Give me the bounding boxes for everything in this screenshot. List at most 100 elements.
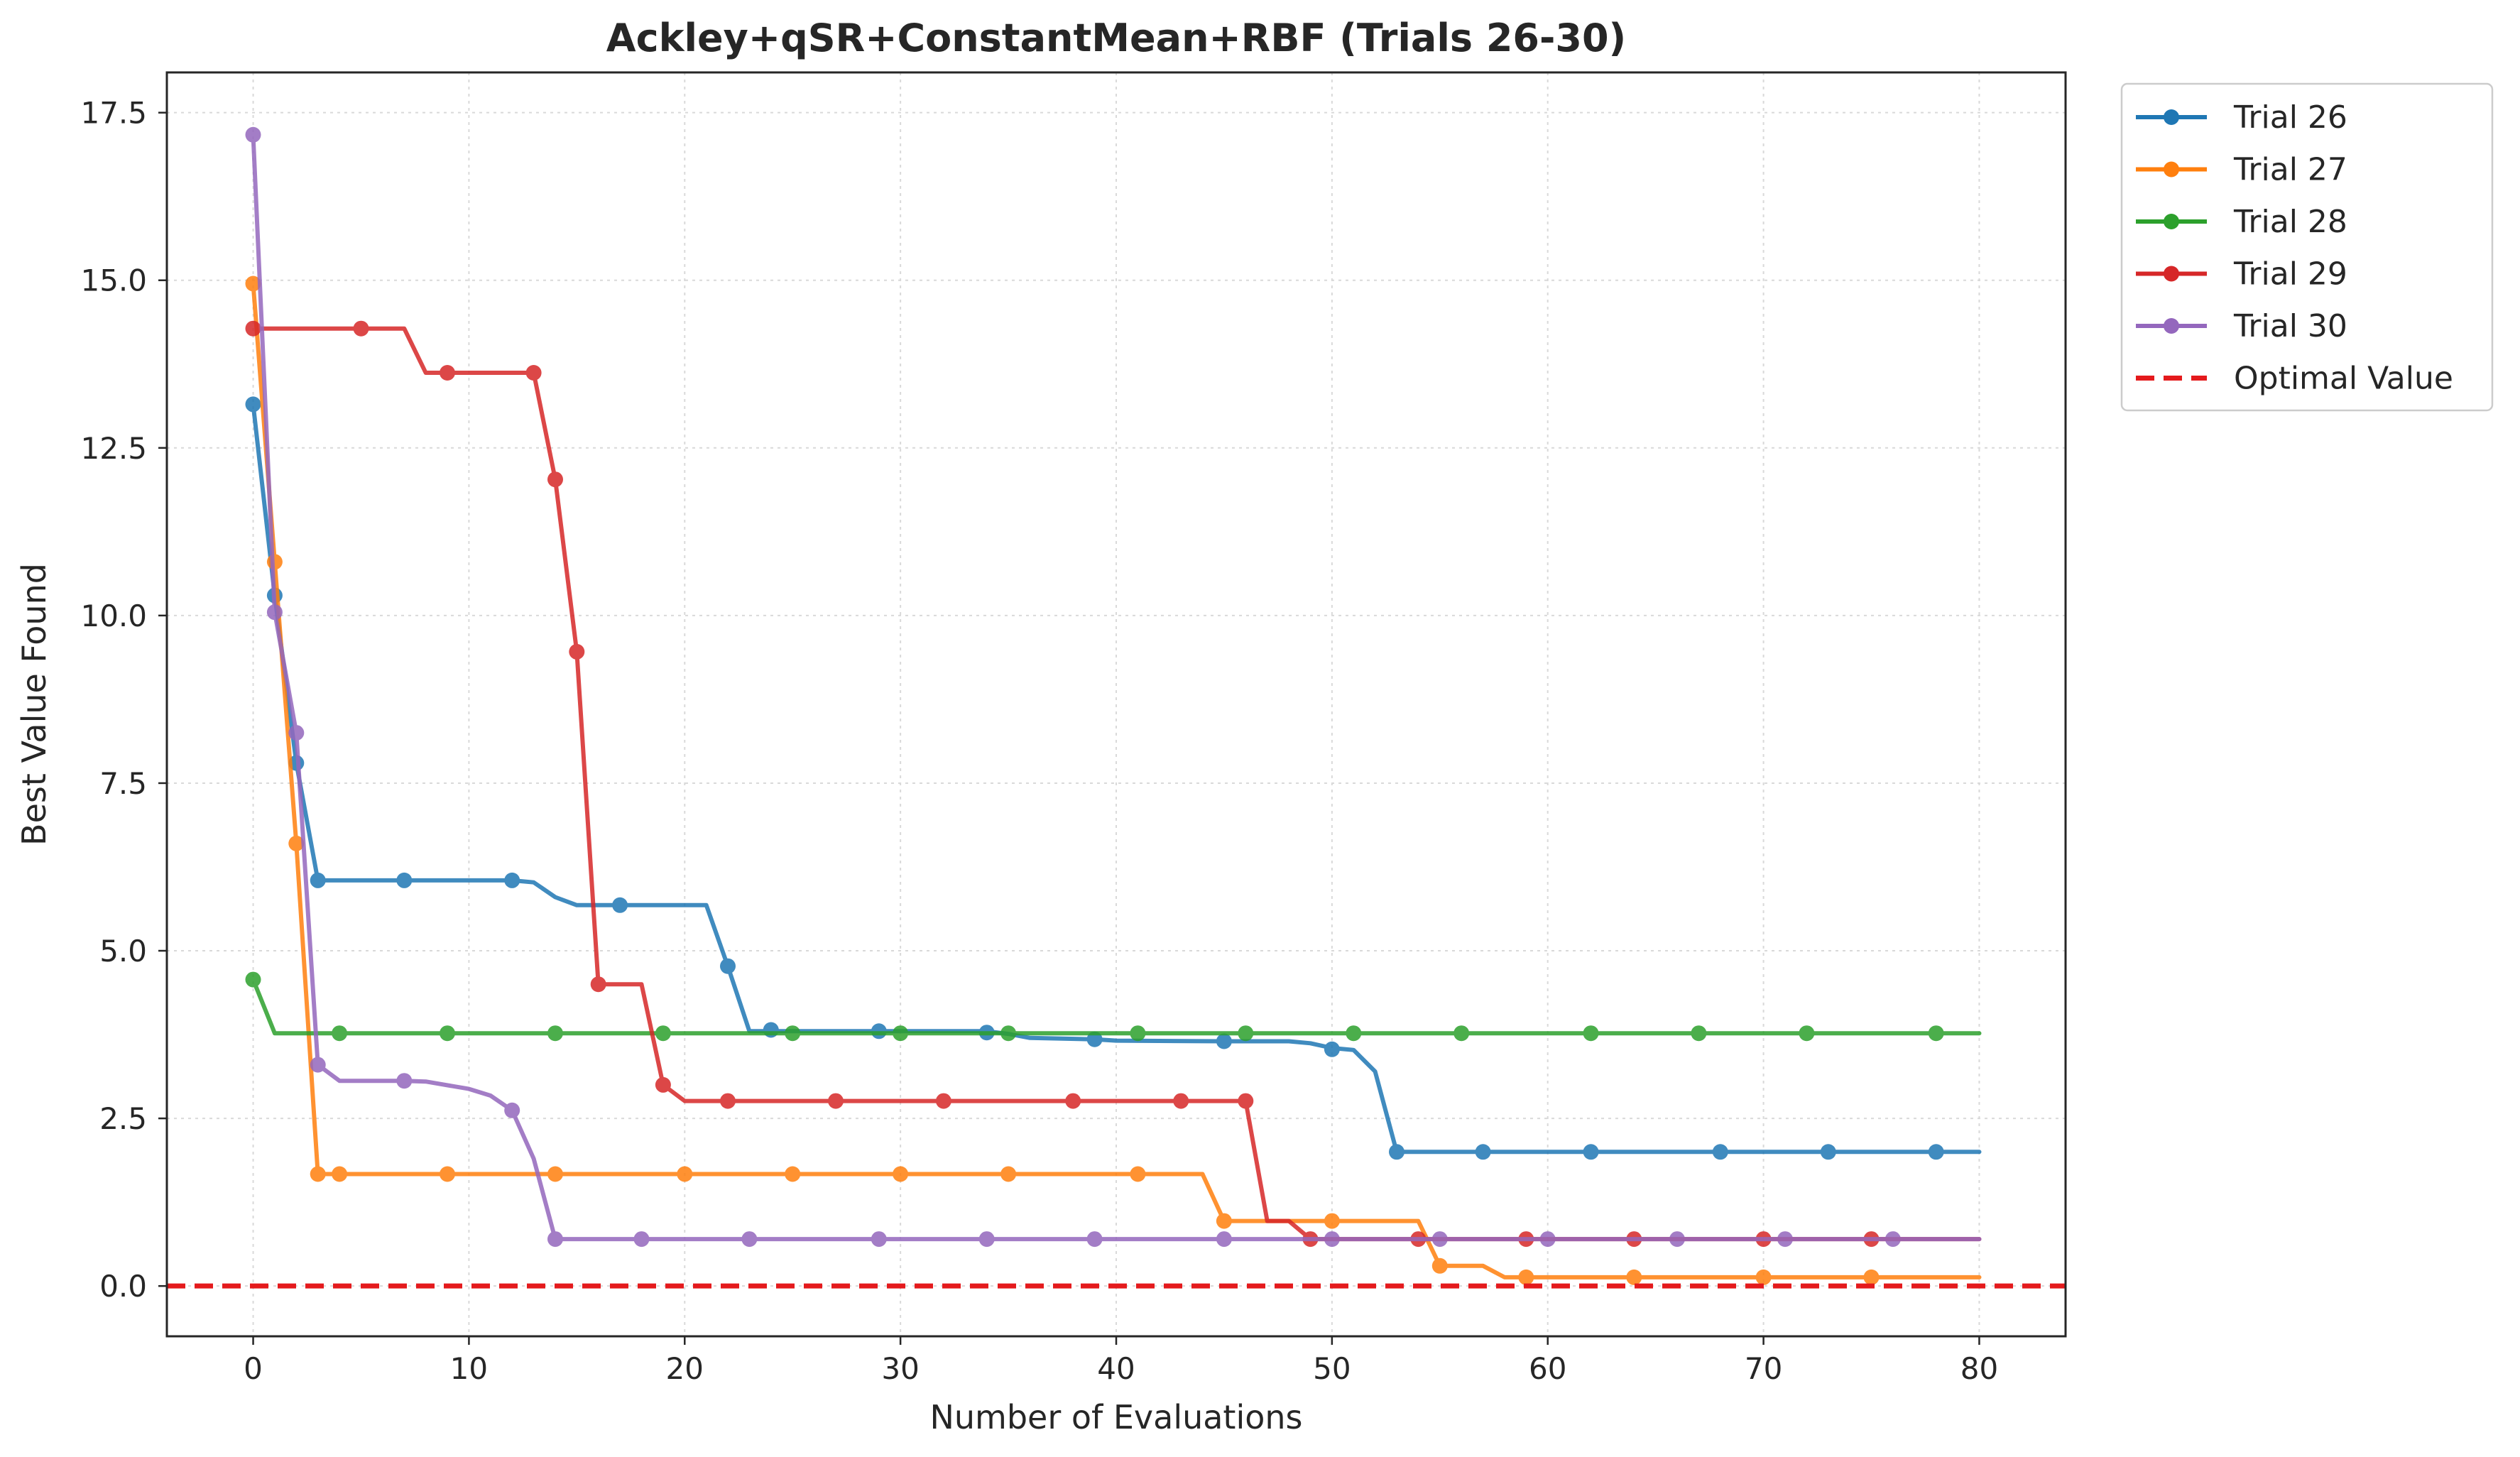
data-point xyxy=(525,365,542,381)
x-tick-label: 50 xyxy=(1313,1351,1351,1386)
axis-ticks: 0 10 20 30 40 50 60 70 80 0.0 2.5 5.0 7.5 10.0 12.5 15.… xyxy=(80,96,1998,1386)
y-tick-label: 12.5 xyxy=(80,431,147,466)
data-point xyxy=(871,1231,887,1248)
legend-label: Trial 30 xyxy=(2233,308,2347,344)
data-point xyxy=(245,396,261,413)
data-point xyxy=(1453,1025,1470,1042)
chart-title: Ackley+qSR+ConstantMean+RBF (Trials 26-3… xyxy=(606,16,1626,60)
data-point xyxy=(332,1166,348,1182)
legend-label: Optimal Value xyxy=(2234,361,2453,397)
y-tick-label: 17.5 xyxy=(80,96,147,131)
data-point xyxy=(353,320,369,337)
data-point xyxy=(310,1166,326,1182)
x-tick-label: 20 xyxy=(666,1351,704,1386)
data-point xyxy=(1475,1144,1491,1160)
y-tick-label: 7.5 xyxy=(99,766,147,801)
data-point xyxy=(1431,1257,1448,1274)
data-point xyxy=(1065,1093,1081,1109)
data-point xyxy=(1669,1231,1685,1248)
y-tick-label: 2.5 xyxy=(99,1101,147,1136)
data-point xyxy=(1216,1231,1232,1248)
data-point xyxy=(1324,1213,1340,1229)
data-point xyxy=(1431,1231,1448,1248)
series-line xyxy=(251,977,1982,1036)
data-point xyxy=(655,1025,671,1042)
data-point xyxy=(1389,1144,1404,1160)
legend-item: Trial 30 xyxy=(2136,308,2347,344)
data-point xyxy=(1086,1231,1103,1248)
legend-marker xyxy=(2164,214,2179,229)
series-lines xyxy=(245,126,1982,1285)
y-tick-label: 5.0 xyxy=(99,934,147,968)
data-point xyxy=(612,897,628,913)
data-point xyxy=(1539,1231,1556,1248)
data-point xyxy=(1216,1213,1232,1229)
legend-label: Trial 26 xyxy=(2233,99,2347,136)
data-point xyxy=(1346,1025,1362,1042)
data-point xyxy=(569,643,585,660)
data-point xyxy=(633,1231,650,1248)
data-point xyxy=(504,1102,520,1118)
legend-marker xyxy=(2164,161,2179,178)
data-point xyxy=(547,1166,563,1182)
data-point xyxy=(1583,1144,1599,1160)
data-point xyxy=(245,126,261,143)
legend-marker xyxy=(2164,318,2179,334)
data-point xyxy=(893,1166,909,1182)
data-point xyxy=(1777,1231,1793,1248)
data-point xyxy=(440,1025,455,1042)
data-point xyxy=(1691,1025,1707,1042)
data-point xyxy=(1000,1025,1017,1042)
data-point xyxy=(547,1231,563,1248)
data-point xyxy=(1130,1025,1146,1042)
data-point xyxy=(310,872,326,888)
y-tick-label: 15.0 xyxy=(80,263,147,298)
data-point xyxy=(288,835,305,851)
data-point xyxy=(440,365,455,381)
legend-label: Trial 29 xyxy=(2233,256,2347,293)
legend: Trial 26 Trial 27 Trial 28 Trial 29 Trial 30… xyxy=(2120,82,2494,412)
legend-label: Trial 28 xyxy=(2233,204,2347,240)
x-tick-label: 60 xyxy=(1529,1351,1566,1386)
x-tick-label: 80 xyxy=(1960,1351,1998,1386)
legend-item: Trial 26 xyxy=(2136,99,2347,136)
data-point xyxy=(720,958,736,974)
data-point xyxy=(1928,1025,1944,1042)
data-point xyxy=(1238,1025,1254,1042)
data-point xyxy=(655,1076,671,1093)
y-tick-label: 0.0 xyxy=(99,1269,147,1304)
series-trial-28 xyxy=(245,971,1982,1042)
legend-frame xyxy=(2120,82,2494,412)
data-point xyxy=(677,1166,693,1182)
data-point xyxy=(1130,1166,1146,1182)
x-tick-label: 0 xyxy=(244,1351,263,1386)
data-point xyxy=(590,976,606,993)
data-point xyxy=(332,1025,348,1042)
data-point xyxy=(1238,1093,1254,1109)
data-point xyxy=(245,275,261,292)
data-point xyxy=(1216,1033,1232,1049)
legend-item: Trial 27 xyxy=(2136,152,2347,188)
x-tick-label: 70 xyxy=(1745,1351,1782,1386)
data-point xyxy=(785,1025,801,1042)
data-point xyxy=(1324,1041,1340,1057)
data-point xyxy=(504,872,520,888)
grid xyxy=(167,72,2066,1336)
y-tick-label: 10.0 xyxy=(80,599,147,633)
data-point xyxy=(935,1093,951,1109)
data-point xyxy=(1884,1231,1901,1248)
legend-item: Optimal Value xyxy=(2136,361,2453,397)
data-point xyxy=(245,971,261,988)
data-point xyxy=(1626,1269,1642,1285)
legend-marker xyxy=(2164,109,2179,125)
data-point xyxy=(288,725,305,741)
legend-marker xyxy=(2164,266,2179,282)
data-point xyxy=(1324,1231,1340,1248)
data-point xyxy=(741,1231,758,1248)
data-point xyxy=(1583,1025,1599,1042)
x-tick-label: 40 xyxy=(1097,1351,1135,1386)
data-point xyxy=(266,604,283,621)
x-axis-title: Number of Evaluations xyxy=(929,1398,1302,1436)
x-tick-label: 10 xyxy=(450,1351,488,1386)
